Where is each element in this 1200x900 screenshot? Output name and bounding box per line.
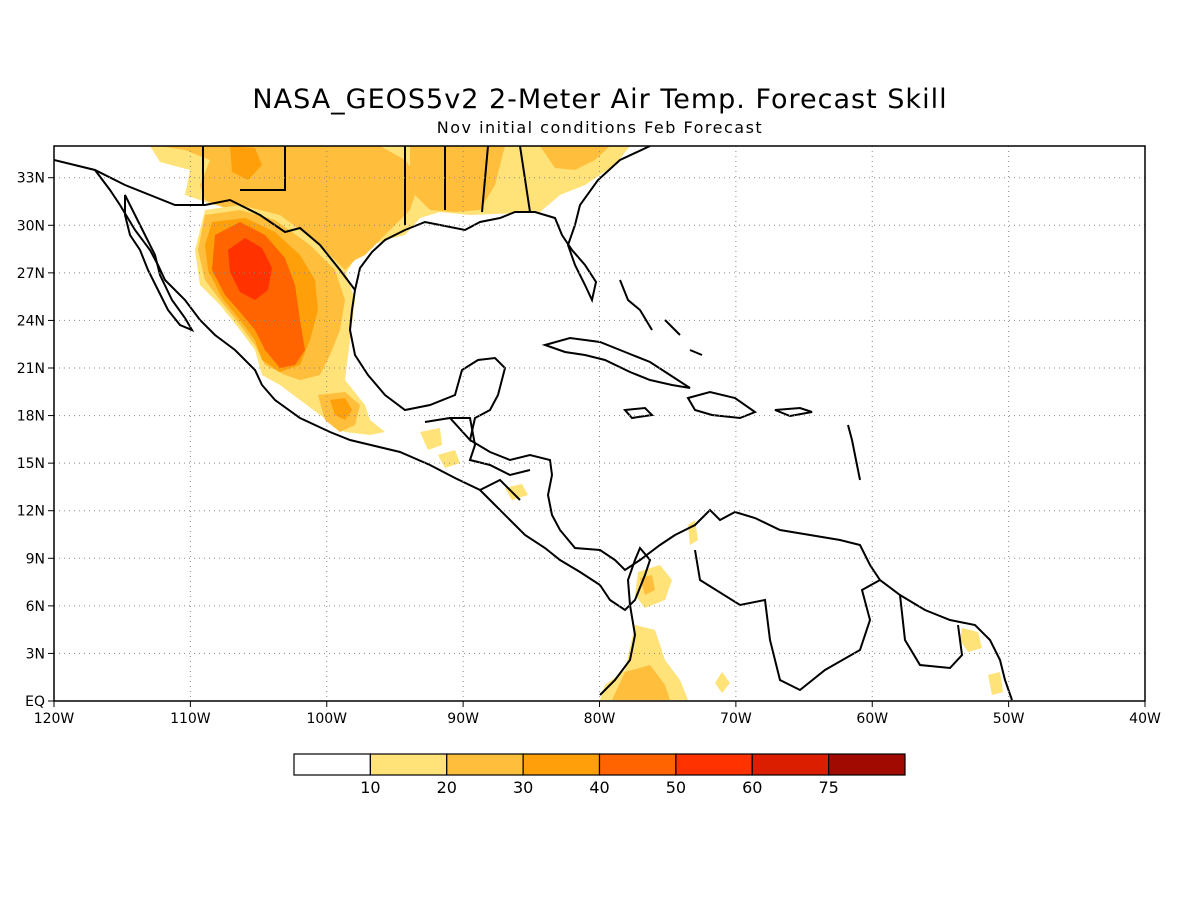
lon-tick-label: 50W: [993, 711, 1025, 727]
map-title: NASA_GEOS5v2 2-Meter Air Temp. Forecast …: [252, 84, 948, 115]
colorbar-swatch: [369, 753, 448, 776]
colorbar: 10 20 30 40 50 60 75: [293, 753, 906, 797]
lon-ticks: 120W 110W 100W 90W 80W 70W 60W 50W 40W: [34, 701, 1161, 727]
colorbar-label: 20: [437, 778, 457, 797]
cuba: [541, 336, 691, 389]
skill-region-amazon: [715, 672, 730, 693]
colorbar-swatch: [598, 753, 677, 776]
lat-tick-label: 15N: [17, 456, 45, 472]
colorbar-swatch: [828, 753, 906, 776]
skill-region-nicaragua: [505, 484, 528, 500]
lon-tick-label: 100W: [306, 711, 347, 727]
colorbar-swatch: [293, 753, 371, 776]
lon-tick-label: 110W: [170, 711, 211, 727]
colorbar-label: 50: [666, 778, 686, 797]
skill-region-guatemala-coast: [438, 450, 460, 468]
lat-tick-label: 6N: [26, 599, 45, 615]
bahamas: [619, 279, 703, 356]
lat-tick-label: 24N: [17, 313, 45, 329]
colorbar-label: 40: [589, 778, 609, 797]
lon-tick-label: 40W: [1129, 711, 1161, 727]
skill-region-us-east: [540, 146, 610, 170]
lat-tick-label: 12N: [17, 504, 45, 520]
central-america-caribbean: [469, 439, 676, 572]
skill-region-us-gulf: [410, 146, 505, 212]
skill-shading: [150, 146, 1003, 700]
lat-tick-label: EQ: [25, 694, 45, 710]
skill-region-colombia-south-core: [612, 665, 670, 700]
grid: [54, 146, 1145, 701]
hispaniola: [686, 390, 758, 420]
lat-tick-label: 27N: [17, 266, 45, 282]
lon-tick-label: 120W: [34, 711, 75, 727]
lat-tick-label: 33N: [17, 171, 45, 187]
colorbar-swatch: [675, 753, 753, 776]
gulf-coast-us: [354, 146, 651, 304]
lat-tick-label: 30N: [17, 218, 45, 234]
colorbar-swatch: [446, 753, 524, 776]
lon-tick-label: 70W: [720, 711, 752, 727]
puerto-rico: [774, 406, 813, 418]
colombia-pacific: [599, 546, 652, 696]
colorbar-label: 75: [818, 778, 838, 797]
colorbar-label: 10: [360, 778, 380, 797]
lon-tick-label: 60W: [856, 711, 888, 727]
baja-california: [124, 194, 195, 333]
skill-region-arizona: [230, 146, 262, 180]
coastlines: [54, 146, 1013, 701]
skill-region-guatemala: [420, 428, 442, 450]
lat-tick-label: 9N: [26, 551, 45, 567]
jamaica: [622, 406, 655, 420]
lat-tick-label: 21N: [17, 361, 45, 377]
skill-region-oaxaca: [330, 398, 352, 420]
colorbar-label: 60: [742, 778, 762, 797]
central-america-borders: [450, 417, 531, 501]
south-america-borders: [694, 549, 964, 692]
colorbar-swatch: [522, 753, 601, 776]
lat-ticks: EQ 3N 6N 9N 12N 15N 18N 21N 24N 27N 30N 33N: [17, 171, 54, 710]
skill-region-mexico-core: [228, 238, 272, 300]
lon-tick-label: 90W: [447, 711, 479, 727]
skill-region-brazil: [960, 628, 982, 652]
lat-tick-label: 18N: [17, 409, 45, 425]
colorbar-label: 30: [513, 778, 533, 797]
lat-tick-label: 3N: [26, 646, 45, 662]
south-america-coast: [674, 508, 1013, 701]
skill-region-us-texas: [160, 146, 420, 275]
us-mexico-border: [54, 159, 356, 291]
colorbar-swatch: [751, 753, 830, 776]
skill-region-brazil-east: [988, 672, 1003, 695]
map-subtitle: Nov initial conditions Feb Forecast: [436, 118, 764, 137]
lesser-antilles: [847, 424, 861, 481]
gulf-coast-mexico: [348, 289, 507, 443]
lon-tick-label: 80W: [584, 711, 616, 727]
